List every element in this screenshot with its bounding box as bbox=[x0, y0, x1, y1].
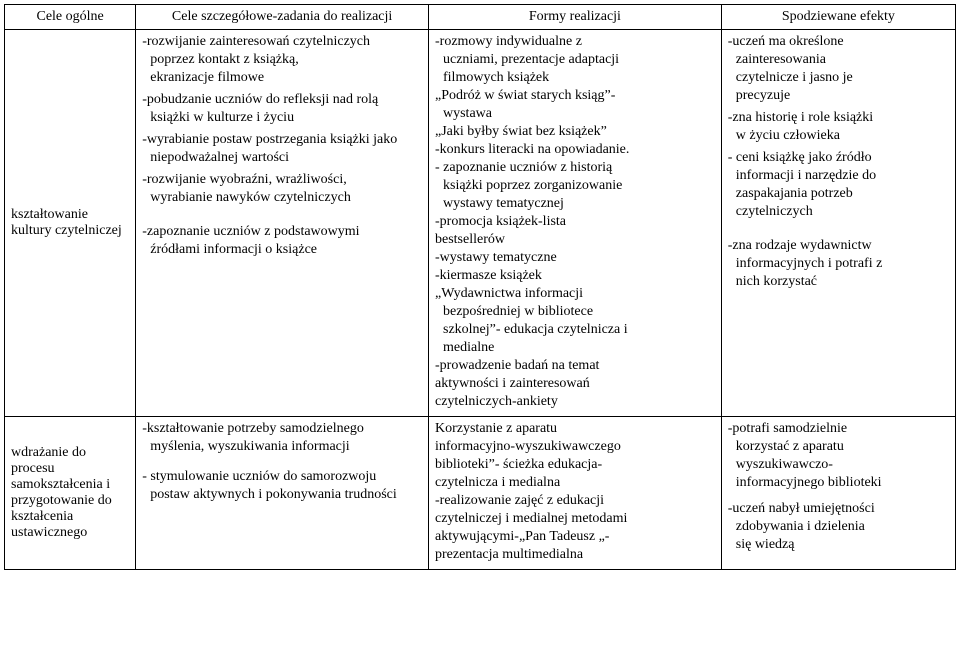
curriculum-table: Cele ogólne Cele szczegółowe-zadania do … bbox=[4, 4, 956, 570]
text-line: książki poprzez zorganizowanie bbox=[435, 178, 715, 194]
header-formy-realizacji: Formy realizacji bbox=[429, 5, 722, 30]
text-line: wyszukiwawczo- bbox=[728, 457, 949, 473]
text-line: informacyjnego biblioteki bbox=[728, 475, 949, 491]
table-row: kształtowanie kultury czytelniczej -rozw… bbox=[5, 30, 956, 417]
text-line: zainteresowania bbox=[728, 52, 949, 68]
text-line: -zapoznanie uczniów z podstawowymi bbox=[142, 224, 422, 240]
text-line: myślenia, wyszukiwania informacji bbox=[142, 439, 422, 455]
text-line: -zna historię i role książki bbox=[728, 110, 949, 126]
text-line: -promocja książek-lista bbox=[435, 214, 715, 230]
cell-cele-szczegolowe-1: -rozwijanie zainteresowań czytelniczych … bbox=[136, 30, 429, 417]
text-line: -prowadzenie badań na temat bbox=[435, 358, 715, 374]
header-cele-ogolne: Cele ogólne bbox=[5, 5, 136, 30]
text-line: „Podróż w świat starych ksiąg”- bbox=[435, 88, 715, 104]
text-line: -wystawy tematyczne bbox=[435, 250, 715, 266]
table-header-row: Cele ogólne Cele szczegółowe-zadania do … bbox=[5, 5, 956, 30]
text-line: postaw aktywnych i pokonywania trudności bbox=[142, 487, 422, 503]
text-line: aktywności i zainteresowań bbox=[435, 376, 715, 392]
text-line: źródłami informacji o książce bbox=[142, 242, 422, 258]
text-line: niepodważalnej wartości bbox=[142, 150, 422, 166]
text-line: czytelnicze i jasno je bbox=[728, 70, 949, 86]
text-line: -uczeń nabył umiejętności bbox=[728, 501, 949, 517]
text-line: - ceni książkę jako źródło bbox=[728, 150, 949, 166]
text-line: biblioteki”- ścieżka edukacja- bbox=[435, 457, 715, 473]
text-line: nich korzystać bbox=[728, 274, 949, 290]
text-line: „Wydawnictwa informacji bbox=[435, 286, 715, 302]
text-line: ekranizacje filmowe bbox=[142, 70, 422, 86]
text-line: aktywującymi-„Pan Tadeusz „- bbox=[435, 529, 715, 545]
text-line: czytelniczych-ankiety bbox=[435, 394, 715, 410]
text-line: -rozwijanie zainteresowań czytelniczych bbox=[142, 34, 422, 50]
text-line: -wyrabianie postaw postrzegania książki … bbox=[142, 132, 422, 148]
cell-cele-ogolne-2: wdrażanie do procesu samokształcenia i p… bbox=[5, 417, 136, 570]
text-line: bezpośredniej w bibliotece bbox=[435, 304, 715, 320]
text-line: wystawy tematycznej bbox=[435, 196, 715, 212]
text-line: prezentacja multimedialna bbox=[435, 547, 715, 563]
text-line: Korzystanie z aparatu bbox=[435, 421, 715, 437]
text-line: precyzuje bbox=[728, 88, 949, 104]
text-line: poprzez kontakt z książką, bbox=[142, 52, 422, 68]
text-line: czytelniczej i medialnej metodami bbox=[435, 511, 715, 527]
text-line: bestsellerów bbox=[435, 232, 715, 248]
cell-cele-szczegolowe-2: -kształtowanie potrzeby samodzielnego my… bbox=[136, 417, 429, 570]
text-line: wystawa bbox=[435, 106, 715, 122]
text-line: „Jaki byłby świat bez książek” bbox=[435, 124, 715, 140]
cell-cele-ogolne-1: kształtowanie kultury czytelniczej bbox=[5, 30, 136, 417]
text-line: -uczeń ma określone bbox=[728, 34, 949, 50]
text-line: czytelnicza i medialna bbox=[435, 475, 715, 491]
header-cele-szczegolowe: Cele szczegółowe-zadania do realizacji bbox=[136, 5, 429, 30]
text-line: filmowych książek bbox=[435, 70, 715, 86]
text-line: -kiermasze książek bbox=[435, 268, 715, 284]
text-line: -zna rodzaje wydawnictw bbox=[728, 238, 949, 254]
text-line: - zapoznanie uczniów z historią bbox=[435, 160, 715, 176]
text-line: wyrabianie nawyków czytelniczych bbox=[142, 190, 422, 206]
text-line: uczniami, prezentacje adaptacji bbox=[435, 52, 715, 68]
header-spodziewane-efekty: Spodziewane efekty bbox=[721, 5, 955, 30]
cell-formy-2: Korzystanie z aparatu informacyjno-wyszu… bbox=[429, 417, 722, 570]
text-line: zaspakajania potrzeb bbox=[728, 186, 949, 202]
text-line: informacyjnych i potrafi z bbox=[728, 256, 949, 272]
cell-efekty-1: -uczeń ma określone zainteresowania czyt… bbox=[721, 30, 955, 417]
text-line: medialne bbox=[435, 340, 715, 356]
text-line: -rozmowy indywidualne z bbox=[435, 34, 715, 50]
text-line: - stymulowanie uczniów do samorozwoju bbox=[142, 469, 422, 485]
text-line: korzystać z aparatu bbox=[728, 439, 949, 455]
cell-efekty-2: -potrafi samodzielnie korzystać z aparat… bbox=[721, 417, 955, 570]
text-line: -pobudzanie uczniów do refleksji nad rol… bbox=[142, 92, 422, 108]
text-line: informacyjno-wyszukiwawczego bbox=[435, 439, 715, 455]
table-row: wdrażanie do procesu samokształcenia i p… bbox=[5, 417, 956, 570]
text-line: w życiu człowieka bbox=[728, 128, 949, 144]
text-line: się wiedzą bbox=[728, 537, 949, 553]
text-line: -potrafi samodzielnie bbox=[728, 421, 949, 437]
text-line: informacji i narzędzie do bbox=[728, 168, 949, 184]
text-line: książki w kulturze i życiu bbox=[142, 110, 422, 126]
text-line: zdobywania i dzielenia bbox=[728, 519, 949, 535]
text-line: -realizowanie zajęć z edukacji bbox=[435, 493, 715, 509]
text-line: -kształtowanie potrzeby samodzielnego bbox=[142, 421, 422, 437]
text-line: -konkurs literacki na opowiadanie. bbox=[435, 142, 715, 158]
text-line: czytelniczych bbox=[728, 204, 949, 220]
cell-formy-1: -rozmowy indywidualne z uczniami, prezen… bbox=[429, 30, 722, 417]
text-line: -rozwijanie wyobraźni, wrażliwości, bbox=[142, 172, 422, 188]
text-line: szkolnej”- edukacja czytelnicza i bbox=[435, 322, 715, 338]
